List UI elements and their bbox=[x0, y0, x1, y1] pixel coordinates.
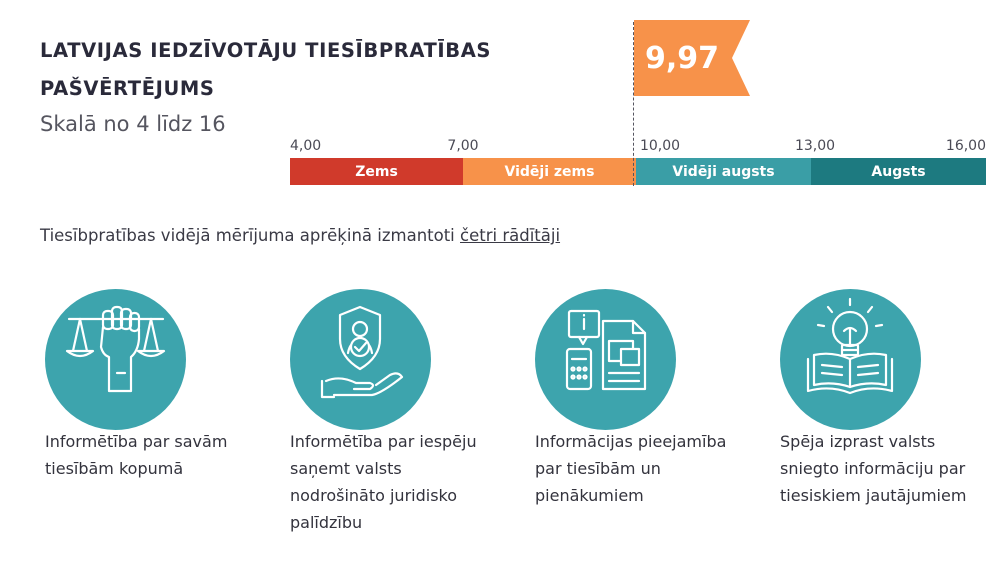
indicator-caption: Informētība par savām tiesībām kopumā bbox=[45, 432, 228, 478]
scale-tick: 10,00 bbox=[639, 138, 681, 154]
shield-hand-icon bbox=[320, 305, 404, 399]
indicators-link[interactable]: četri rādītāji bbox=[460, 226, 561, 245]
scales-fist-icon bbox=[65, 305, 166, 393]
indicator-icon-circle bbox=[780, 289, 921, 430]
scale-segment-low: Zems bbox=[290, 158, 463, 185]
indicator-icon-circle bbox=[45, 289, 186, 430]
scale-tick: 4,00 bbox=[290, 138, 322, 154]
score-flag bbox=[634, 20, 750, 96]
scale-tick: 13,00 bbox=[794, 138, 836, 154]
scale-segment-medium-low: Vidēji zems bbox=[463, 158, 636, 185]
scale-segment-high: Augsts bbox=[811, 158, 986, 185]
score-value: 9,97 bbox=[644, 40, 720, 76]
intro-text: Tiesībpratības vidējā mērījuma aprēķinā … bbox=[40, 226, 461, 245]
lightbulb-book-icon bbox=[806, 297, 894, 395]
scale-subtitle: Skalā no 4 līdz 16 bbox=[40, 112, 226, 136]
indicator-caption: Informētība par iespēju saņemt valsts no… bbox=[290, 432, 477, 532]
documents-icon bbox=[565, 309, 647, 391]
indicator-caption: Spēja izprast valsts sniegto informāciju… bbox=[780, 432, 967, 505]
indicator-caption: Informācijas pieejamība par tiesībām un … bbox=[535, 432, 727, 505]
indicators-intro: Tiesībpratības vidējā mērījuma aprēķinā … bbox=[40, 226, 560, 245]
scale-segment-medium-high: Vidēji augsts bbox=[636, 158, 811, 185]
scale-tick: 16,00 bbox=[945, 138, 986, 154]
indicator-icon-circle bbox=[535, 289, 676, 430]
page-title: LATVIJAS IEDZĪVOTĀJU TIESĪBPRATĪBAS PAŠV… bbox=[40, 39, 492, 100]
score-marker-line bbox=[633, 22, 634, 186]
indicator-icon-circle bbox=[290, 289, 431, 430]
scale-tick: 7,00 bbox=[447, 138, 479, 154]
